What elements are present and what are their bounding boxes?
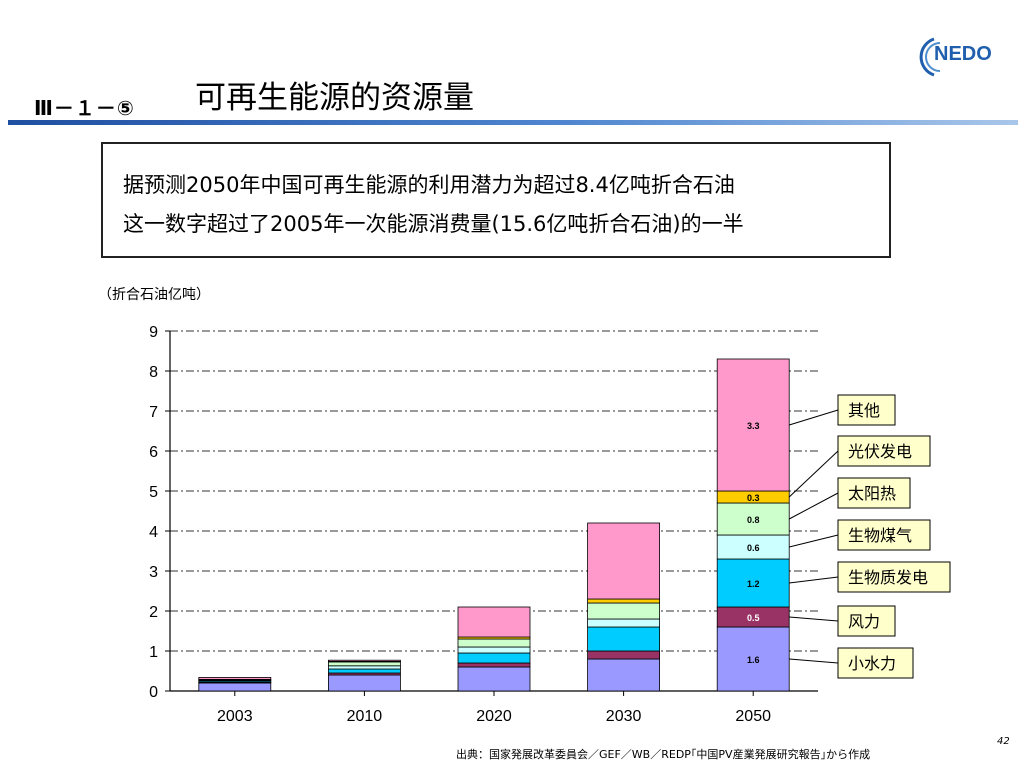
- bar-segment: [457, 606, 531, 638]
- bar-segment: [198, 677, 272, 680]
- bar-segment: [587, 522, 660, 600]
- bar-segment: [716, 358, 790, 492]
- y-tick-label: 1: [149, 644, 158, 661]
- data-label: 0.5: [747, 613, 760, 623]
- bar-segment: [327, 674, 401, 692]
- data-label: 0.8: [747, 515, 760, 525]
- legend-leader-line: [789, 576, 839, 584]
- section-code: Ⅲ－１－⑤: [34, 96, 135, 120]
- summary-callout: 据预测2050年中国可再生能源的利用潜力为超过8.4亿吨折合石油 这一数字超过了…: [101, 142, 891, 258]
- bar-segment: [457, 666, 531, 692]
- legend-box: [837, 561, 951, 593]
- bar-segment: [327, 659, 401, 662]
- legend-box: [837, 435, 931, 467]
- y-tick-label: 4: [149, 524, 158, 541]
- bar-segment: [587, 618, 660, 628]
- bar-segment: [716, 534, 790, 560]
- title-underline: [8, 120, 1018, 125]
- x-tick-label: 2003: [217, 708, 253, 725]
- bar-segment: [327, 668, 401, 674]
- bar-segment: [587, 602, 660, 620]
- data-label: 1.6: [747, 655, 760, 665]
- bar-segment: [457, 638, 531, 648]
- nedo-logo-text: NEDO: [934, 43, 992, 65]
- legend-leader-line: [789, 658, 839, 664]
- data-label: 0.6: [747, 543, 760, 553]
- legend-box: [837, 519, 931, 551]
- bar-segment: [716, 502, 790, 536]
- grid-layer: [170, 330, 818, 652]
- legend-leader-line: [789, 534, 839, 548]
- callout-line-1: 据预测2050年中国可再生能源的利用潜力为超过8.4亿吨折合石油: [123, 173, 735, 197]
- legend-label: 风力: [848, 612, 880, 631]
- y-tick-label: 2: [149, 604, 158, 621]
- legend-box: [837, 394, 896, 426]
- bar-segment: [457, 652, 531, 664]
- bar-segment: [716, 626, 790, 692]
- data-label: 0.3: [747, 493, 760, 503]
- legend-leader-line: [789, 616, 839, 622]
- callout-line-2: 这一数字超过了2005年一次能源消费量(15.6亿吨折合石油)的一半: [123, 212, 744, 236]
- source-citation: 出典：国家発展改革委員会／GEF／WB／REDP｢中国PV産業発展研究報告｣から…: [456, 748, 871, 761]
- data-label: 3.3: [747, 421, 760, 431]
- x-tick-label: 2020: [476, 708, 512, 725]
- page-number: 42: [997, 736, 1010, 747]
- y-tick-label: 5: [149, 484, 158, 501]
- legend-label: 其他: [848, 401, 880, 420]
- y-tick-label: 8: [149, 364, 158, 381]
- bar-segment: [198, 682, 272, 692]
- legend-label: 光伏发电: [848, 442, 912, 461]
- x-tick-label: 2050: [735, 708, 771, 725]
- y-tick-label: 6: [149, 444, 158, 461]
- y-tick-label: 3: [149, 564, 158, 581]
- legend-label: 生物质发电: [848, 568, 928, 587]
- x-tick-label: 2030: [606, 708, 642, 725]
- y-axis-unit-label: （折合石油亿吨）: [98, 287, 210, 303]
- bar-segment: [457, 646, 531, 654]
- y-tick-label: 7: [149, 404, 158, 421]
- page-title: 可再生能源的资源量: [195, 80, 474, 116]
- legend-leader-line: [789, 409, 839, 426]
- data-label: 1.2: [747, 579, 760, 589]
- bar-segment: [587, 658, 660, 692]
- legend-box: [837, 647, 914, 679]
- legend-label: 生物煤气: [848, 526, 912, 545]
- x-tick-label: 2010: [347, 708, 383, 725]
- bar-segment: [327, 665, 401, 670]
- legend-label: 太阳热: [848, 484, 896, 503]
- bar-segment: [587, 626, 660, 652]
- legend-leader-line: [788, 492, 839, 520]
- bar-segment: [457, 662, 531, 668]
- legend-box: [837, 477, 911, 509]
- legend-label: 小水力: [848, 654, 896, 673]
- bar-segment: [587, 598, 660, 604]
- bar-segment: [587, 650, 660, 660]
- y-tick-label: 9: [149, 324, 158, 341]
- bar-segment: [716, 558, 790, 608]
- legend-box: [837, 605, 896, 637]
- bar-layer: 1.6 0.5 1.2 0.6 0.8 0.3 3.3: [198, 358, 790, 692]
- nedo-logo: [919, 37, 941, 77]
- y-tick-label: 0: [149, 684, 158, 701]
- legend-leader-line: [788, 450, 839, 498]
